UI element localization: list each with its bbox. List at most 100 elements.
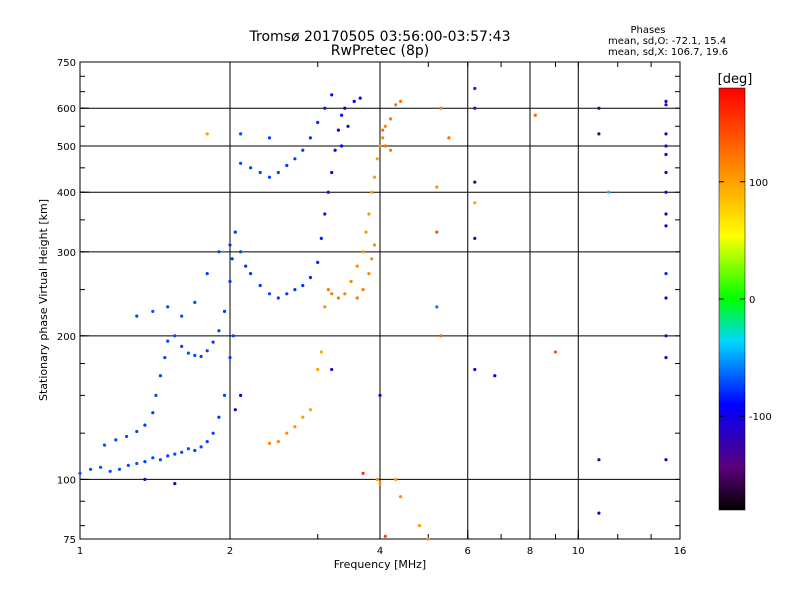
x-mode-point [364,230,368,234]
chart-subtitle: RwPretec (8p) [331,43,429,59]
x-mode-point [394,103,398,107]
o-mode-point [239,132,243,136]
x-mode-point [349,279,353,284]
o-mode-point [606,190,611,194]
x-mode-point [323,305,327,309]
o-mode-point [205,440,209,444]
o-mode-point [333,148,337,152]
axis-ticks: 1 2 4 6 8 10 16 75 100 200 300 400 500 600 750 [57,58,686,557]
x-mode-point [378,144,382,148]
x-mode-point [267,441,272,445]
y-tick-label: 500 [57,142,76,153]
o-mode-point [664,144,668,148]
x-mode-point [447,136,451,140]
colorbar-tick-label: 100 [749,178,768,189]
o-mode-point [230,257,234,261]
x-mode-point [355,296,359,300]
x-mode-point [435,185,439,189]
o-mode-point [199,354,203,359]
o-mode-point [473,367,477,372]
x-mode-point [399,495,403,499]
o-mode-point [228,243,232,247]
o-mode-point [108,469,112,473]
o-mode-point [323,106,327,110]
x-mode-point [381,136,385,140]
x-mode-point [372,175,377,179]
o-mode-point [249,166,253,170]
y-tick-label: 750 [57,58,76,69]
o-mode-point [258,283,262,288]
o-mode-point [664,103,668,107]
x-mode-point [336,296,340,300]
x-mode-point [355,264,359,268]
x-mode-point [378,482,382,486]
o-mode-point [180,314,184,318]
o-mode-point [193,448,197,453]
o-mode-point [301,148,305,152]
o-mode-point [135,429,139,434]
x-mode-point [417,524,422,528]
x-mode-point [372,243,377,247]
o-mode-point [89,467,93,471]
o-mode-point [239,161,243,165]
o-mode-point [102,443,107,447]
x-mode-point [473,201,477,205]
o-mode-point [163,356,167,360]
o-mode-point [249,272,253,276]
o-mode-point [199,445,203,449]
grid-lines [80,62,680,539]
x-mode-point [435,230,439,234]
x-mode-point [285,431,289,435]
x-tick-label: 8 [527,546,533,557]
x-tick-label: 6 [465,546,471,557]
o-mode-point [244,264,248,268]
o-mode-point [143,477,147,481]
x-mode-point [426,537,430,541]
o-mode-point [664,356,668,360]
x-mode-point [389,148,393,152]
o-mode-point [664,152,668,157]
o-mode-point [143,460,147,464]
o-mode-point [336,128,340,132]
x-mode-point [383,144,387,148]
o-mode-point [346,124,350,128]
o-mode-point [435,305,439,309]
x-mode-point [399,99,403,103]
y-tick-label: 100 [57,475,76,486]
o-mode-point [217,329,221,333]
o-mode-point [293,288,297,292]
y-tick-label: 600 [57,104,76,115]
x-mode-point [326,288,330,292]
phases-heading: Phases [630,25,665,36]
o-mode-point [293,157,297,161]
x-mode-point [370,257,374,261]
o-mode-point [231,334,235,338]
o-mode-point [180,344,184,348]
x-tick-label: 4 [377,546,383,557]
o-mode-point [211,340,215,344]
o-mode-point [205,272,209,276]
o-mode-point [664,224,668,228]
x-mode-point [553,350,558,354]
x-mode-point [389,117,393,121]
o-mode-point [330,170,334,175]
x-tick-label: 16 [674,546,687,557]
o-mode-point [326,190,330,194]
x-tick-label: 10 [572,546,585,557]
o-mode-point [173,482,177,486]
o-mode-point [173,334,177,338]
o-mode-point [205,349,209,353]
o-mode-point [228,356,232,360]
o-mode-point [330,367,334,372]
x-mode-point [533,113,537,117]
colorbar-tick-label: -100 [749,412,772,423]
y-tick-label: 300 [57,248,76,259]
x-mode-point [330,292,334,296]
o-mode-point [233,408,237,412]
o-mode-point [211,431,215,435]
o-mode-point [323,212,327,216]
o-mode-point [151,309,155,313]
phases-o-line: mean, sd,O: -72.1, 15.4 [608,36,726,47]
o-mode-point [228,279,232,284]
